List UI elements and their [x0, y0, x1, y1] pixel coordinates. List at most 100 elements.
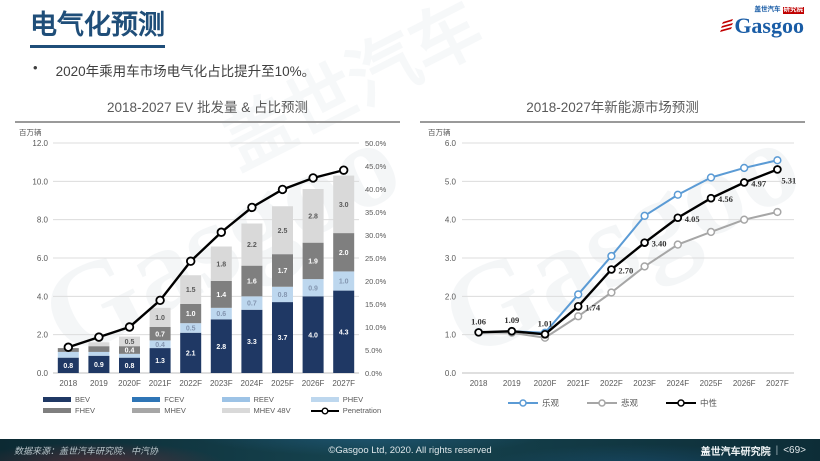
svg-text:1.0: 1.0	[186, 311, 196, 318]
bullet-marker: •	[33, 60, 38, 75]
svg-text:1.74: 1.74	[585, 302, 601, 312]
svg-text:2019: 2019	[90, 379, 108, 388]
svg-text:百万辆: 百万辆	[428, 127, 451, 137]
legend-label: 乐观	[541, 398, 559, 408]
gasgoo-logo-tags: 盖世汽车 研究院	[720, 6, 804, 14]
svg-text:1.3: 1.3	[155, 358, 165, 365]
svg-text:30.0%: 30.0%	[365, 231, 387, 240]
gasgoo-logo: 盖世汽车 研究院 Gasgoo	[720, 6, 804, 37]
legend-label: Penetration	[342, 406, 382, 415]
svg-text:2020F: 2020F	[534, 379, 557, 388]
legend-swatch	[132, 408, 161, 413]
legend-item-bev: BEV	[43, 395, 132, 404]
footer-right: 盖世汽车研究院 | <69>	[500, 443, 806, 458]
scenario-line-icon	[666, 399, 696, 407]
footer-org-name: 盖世汽车研究院	[700, 446, 771, 458]
bullet-text: 2020年乘用车市场电气化占比提升至10%。	[55, 64, 316, 79]
legend-item-mhev-48v: MHEV 48V	[221, 406, 311, 415]
nev-market-chart-panel: 2018-2027年新能源市场预测 百万辆 0.0 1.0 2.0 3.0 4.0 5.0 6…	[420, 96, 805, 409]
svg-text:35.0%: 35.0%	[365, 208, 387, 217]
svg-text:1.0: 1.0	[445, 331, 457, 340]
legend-label: BEV	[75, 395, 91, 404]
svg-text:2019: 2019	[503, 379, 521, 388]
svg-text:3.0: 3.0	[445, 254, 457, 263]
svg-text:3.0: 3.0	[339, 202, 349, 209]
svg-text:25.0%: 25.0%	[365, 254, 387, 263]
svg-text:2.0: 2.0	[339, 250, 349, 257]
svg-text:1.6: 1.6	[247, 279, 257, 286]
legend-item-mhev: MHEV	[132, 406, 221, 415]
svg-text:4.0: 4.0	[37, 292, 49, 301]
svg-text:10.0: 10.0	[32, 177, 48, 186]
legend-row: BEV FCEV REEV PHEV	[15, 395, 400, 404]
svg-text:10.0%: 10.0%	[365, 323, 387, 332]
svg-text:12.0: 12.0	[32, 139, 48, 148]
footer-data-source: 数据来源：盖世汽车研究院、中汽协	[14, 445, 159, 456]
legend-label: 悲观	[620, 398, 638, 408]
svg-text:2.8: 2.8	[308, 213, 318, 220]
svg-text:6.0: 6.0	[37, 254, 49, 263]
svg-text:2023F: 2023F	[633, 379, 656, 388]
svg-text:4.56: 4.56	[718, 194, 733, 204]
legend-swatch	[132, 397, 161, 402]
legend-swatch	[221, 397, 250, 402]
svg-text:2.2: 2.2	[247, 242, 257, 249]
svg-text:2.0: 2.0	[445, 292, 457, 301]
legend-item-悲观: 悲观	[586, 397, 638, 409]
legend-swatch	[221, 408, 250, 413]
svg-text:0.7: 0.7	[247, 301, 257, 308]
logo-tag-institute: 研究院	[782, 6, 804, 14]
legend-label: PHEV	[342, 395, 364, 404]
svg-text:1.09: 1.09	[504, 315, 519, 325]
footer-bar: 数据来源：盖世汽车研究院、中汽协 ©Gasgoo Ltd, 2020. All …	[0, 439, 820, 461]
svg-text:2020F: 2020F	[118, 379, 141, 388]
ev-wholesale-chart-title: 2018-2027 EV 批发量 & 占比预测	[106, 100, 309, 115]
svg-text:2.0: 2.0	[37, 331, 49, 340]
svg-text:1.4: 1.4	[216, 292, 226, 299]
svg-text:2021F: 2021F	[567, 379, 590, 388]
svg-text:4.3: 4.3	[339, 329, 349, 336]
svg-text:2025F: 2025F	[700, 379, 723, 388]
svg-text:1.0: 1.0	[155, 315, 165, 322]
svg-text:40.0%: 40.0%	[365, 185, 387, 194]
scenario-line-icon	[586, 399, 617, 407]
ev-wholesale-stacked-bar-chart: 百万辆 0.0 2.0 4.0 6.0 8.0 10.0 12.0 0.0% 5.0% 10.0% 1…	[19, 127, 387, 388]
svg-text:1.06: 1.06	[471, 316, 486, 326]
svg-text:2.70: 2.70	[618, 266, 633, 276]
svg-text:2.5: 2.5	[278, 228, 288, 235]
chart-title-separator	[15, 121, 400, 123]
svg-text:2022F: 2022F	[600, 379, 623, 388]
svg-text:20.0%: 20.0%	[365, 277, 387, 286]
nev-market-chart-title: 2018-2027年新能源市场预测	[526, 100, 699, 115]
logo-tag-gasgoo-cn: 盖世汽车	[754, 6, 781, 13]
legend-item-reev: REEV	[221, 395, 311, 404]
legend-swatch	[310, 397, 339, 402]
svg-text:2026F: 2026F	[733, 379, 756, 388]
legend-label: REEV	[253, 395, 274, 404]
footer-page-number: <69>	[783, 444, 807, 456]
legend-item-乐观: 乐观	[507, 397, 559, 409]
svg-text:0.0: 0.0	[445, 369, 457, 378]
svg-text:5.31: 5.31	[781, 175, 796, 185]
svg-text:2.8: 2.8	[216, 344, 226, 351]
svg-text:2024F: 2024F	[666, 379, 689, 388]
svg-text:4.0: 4.0	[445, 216, 457, 225]
legend-label: FCEV	[164, 395, 185, 404]
ev-wholesale-chart-panel: 2018-2027 EV 批发量 & 占比预测 百万辆 0.0 2.0 4.0 6.0 8…	[15, 96, 400, 417]
ev-wholesale-chart-legend: BEV FCEV REEV PHEV FHEV MHEV MHEV 48V Penetrati…	[15, 395, 400, 415]
nev-market-chart-legend: 乐观 悲观 中性	[420, 397, 805, 409]
gasgoo-stripes-icon	[720, 18, 734, 34]
svg-text:0.0: 0.0	[37, 369, 49, 378]
svg-text:3.7: 3.7	[278, 335, 288, 342]
bullet-row: • 2020年乘用车市场电气化占比提升至10%。	[33, 60, 315, 80]
legend-swatch	[43, 408, 71, 413]
scenario-line-icon	[507, 399, 538, 407]
svg-text:1.7: 1.7	[278, 268, 288, 275]
legend-label: FHEV	[75, 406, 96, 415]
svg-text:2018: 2018	[470, 379, 488, 388]
svg-text:5.0%: 5.0%	[365, 346, 382, 355]
svg-text:1.01: 1.01	[538, 318, 553, 328]
svg-text:3.3: 3.3	[247, 339, 257, 346]
legend-label: MHEV 48V	[253, 406, 291, 415]
